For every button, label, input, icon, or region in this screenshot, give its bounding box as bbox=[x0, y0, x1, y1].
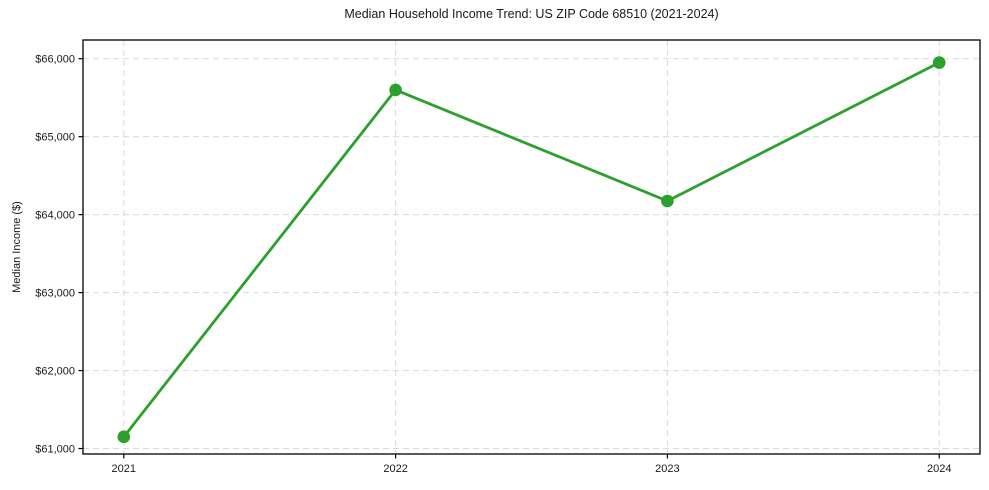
data-point-2022 bbox=[389, 83, 402, 97]
plot-frame bbox=[82, 39, 981, 455]
y-tick-label: $63,000 bbox=[35, 287, 75, 299]
y-tick-label: $64,000 bbox=[35, 209, 75, 221]
chart-title: Median Household Income Trend: US ZIP Co… bbox=[344, 7, 719, 21]
data-line bbox=[122, 61, 941, 439]
data-point-2023 bbox=[661, 194, 674, 208]
y-tick-label: $62,000 bbox=[35, 365, 75, 377]
data-point-2021 bbox=[117, 430, 131, 444]
x-tick-label: 2024 bbox=[927, 463, 951, 475]
x-tick-label: 2022 bbox=[383, 463, 407, 475]
y-tick-label: $65,000 bbox=[35, 131, 75, 143]
y-tick-label: $66,000 bbox=[35, 54, 75, 66]
x-tick-label: 2023 bbox=[655, 463, 679, 475]
y-tick-label: $61,000 bbox=[35, 443, 75, 455]
x-tick-label: 2021 bbox=[112, 463, 136, 475]
data-point-2024 bbox=[932, 56, 946, 69]
